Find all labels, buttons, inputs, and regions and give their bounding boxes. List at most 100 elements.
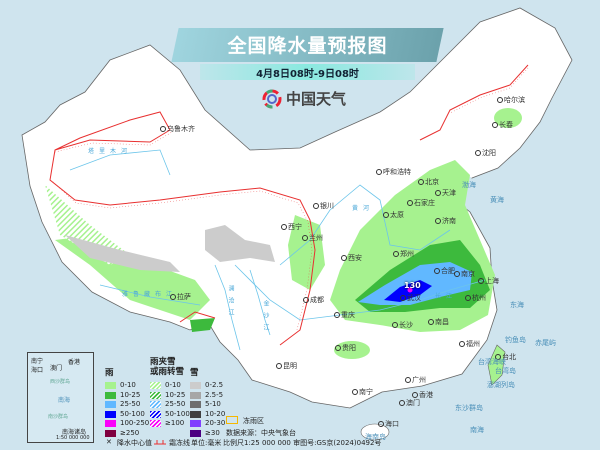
snow-swatch	[190, 391, 201, 399]
snow-legend-label: 5-10	[205, 400, 221, 408]
sleet-swatch	[150, 401, 161, 408]
brand-logo: 中国天气	[262, 88, 346, 109]
rain-swatch	[105, 420, 116, 427]
city-label: 石家庄	[407, 198, 435, 208]
max-value-label: 130	[404, 281, 421, 290]
sea-label: 台湾岛	[495, 367, 516, 375]
frost-line-label: 霜冻线	[169, 439, 190, 447]
data-source: 数据来源：中央气象台	[226, 429, 296, 437]
sea-label: 赤尾屿	[535, 339, 556, 347]
city-label: 上海	[478, 276, 499, 286]
city-label: 乌鲁木齐	[160, 124, 195, 134]
city-label: 拉萨	[170, 292, 191, 302]
city-label: 银川	[313, 201, 334, 211]
max-marker-label: 降水中心值	[117, 439, 152, 447]
subtitle-banner	[200, 64, 415, 80]
tarim-river	[69, 149, 171, 176]
snow-zone-qinghai	[205, 225, 275, 262]
city-label: 郑州	[393, 249, 414, 259]
sea-label: 澎湖列岛	[487, 381, 515, 389]
inset-label: 南海诸岛	[62, 429, 87, 436]
rain-swatch	[105, 401, 116, 408]
page-title: 全国降水量预报图	[227, 35, 388, 57]
city-label: 台北	[495, 352, 516, 362]
city-label: 南京	[454, 269, 475, 279]
city-label: 呼和浩特	[376, 167, 411, 177]
yangtze-river	[234, 264, 486, 321]
city-label: 兰州	[302, 233, 323, 243]
sea-label: 南海	[470, 426, 484, 434]
city-label: 北京	[418, 177, 439, 187]
city-label: 哈尔滨	[497, 95, 525, 105]
sleet-legend-label: 0-10	[165, 381, 181, 389]
scale-note: 比例尺1:25 000 000 审图号:GS京(2024)0492号	[223, 439, 382, 447]
city-label: 天津	[435, 188, 456, 198]
inset-city: 香港	[68, 359, 81, 366]
rain-zone-10-25-tibet	[190, 318, 215, 332]
snow-legend-label: 10-20	[205, 409, 226, 418]
inset-city: 南宁	[31, 358, 44, 365]
city-label: 海口	[378, 419, 399, 429]
city-label: 西安	[341, 253, 362, 263]
sleet-swatch	[150, 410, 161, 418]
sea-label: 海南岛	[365, 433, 386, 441]
freezing-rain-label: 冻雨区	[243, 417, 264, 425]
legend-sleet-title-1: 雨夹雪	[150, 357, 176, 367]
river-label-tarim: 塔里木河	[88, 148, 133, 155]
frost-line-icon	[154, 440, 166, 445]
sea-label: 台湾海峡	[478, 358, 506, 366]
river-label-yarlung-tsangpo: 雅鲁藏布江	[122, 291, 178, 298]
yarlung-river	[99, 284, 201, 306]
snow-legend-label: ≥30	[205, 428, 220, 437]
city-label: 成都	[303, 295, 324, 305]
river-label-jinsha: 金沙江	[262, 300, 269, 336]
rain-swatch	[105, 391, 116, 399]
city-label: 合肥	[434, 266, 455, 276]
weather-logo-icon	[262, 89, 282, 108]
city-label: 太原	[383, 210, 404, 220]
sea-label: 钓鱼岛	[505, 336, 526, 344]
inset-city: 海口	[31, 367, 44, 374]
river-label-yellow: 黄河	[352, 205, 375, 212]
sleet-legend-label: 50-100	[165, 409, 190, 418]
legend-sleet-title-2: 或雨转雪	[150, 367, 185, 377]
sea-label: 黄海	[490, 196, 504, 204]
sleet-swatch	[150, 420, 161, 427]
freezing-rain-swatch	[226, 416, 238, 424]
inset-city: 澳门	[50, 365, 63, 372]
max-center-marker	[407, 287, 413, 293]
sleet-legend-label: 10-25	[165, 390, 186, 399]
max-marker-icon: ✕	[106, 438, 112, 446]
snow-swatch	[190, 420, 201, 427]
city-label: 香港	[412, 390, 433, 400]
rain-legend-label: 25-50	[120, 400, 141, 408]
legend-snow-title: 雪	[190, 368, 199, 378]
rain-legend-label: 50-100	[120, 409, 145, 418]
sleet-zone	[45, 185, 130, 265]
snow-legend-label: 0-2.5	[205, 381, 224, 389]
city-label: 武汉	[400, 293, 421, 303]
city-label: 长沙	[392, 320, 413, 330]
sleet-swatch	[150, 382, 161, 389]
inset-label: 南沙群岛	[48, 414, 69, 420]
rain-legend-label: ≥250	[120, 428, 140, 437]
rain-legend-label: 10-25	[120, 390, 141, 399]
inset-scale: 1:50 000 000	[56, 435, 90, 441]
snow-legend-label: 2.5-5	[205, 390, 224, 399]
snow-swatch	[190, 382, 201, 389]
rain-legend-label: 0-10	[120, 381, 136, 389]
city-label: 重庆	[334, 310, 355, 320]
frost-line-tibet	[179, 311, 216, 323]
rain-swatch	[105, 410, 116, 418]
rain-swatch	[105, 382, 116, 389]
frost-line-ticks	[52, 67, 529, 331]
sea-label: 东海	[510, 301, 524, 309]
inset-label: 西沙群岛	[50, 379, 71, 385]
snow-swatch	[190, 401, 201, 408]
city-label: 西宁	[281, 222, 302, 232]
sleet-swatch	[150, 391, 161, 399]
snow-zone	[65, 235, 180, 272]
sea-label: 渤海	[462, 181, 476, 189]
city-label: 长春	[492, 120, 513, 130]
snow-legend-label: 20-30	[205, 419, 226, 427]
